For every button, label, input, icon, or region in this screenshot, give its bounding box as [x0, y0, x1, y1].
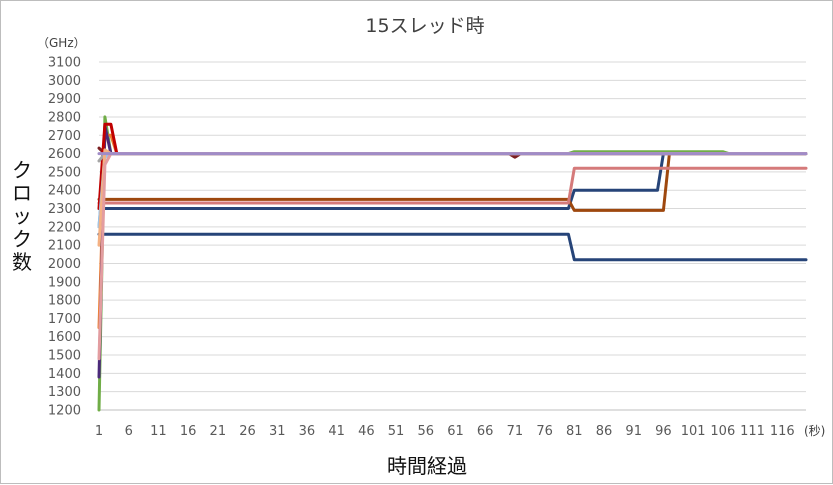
y-unit-label: （GHz） — [37, 36, 86, 50]
y-tick-label: 1300 — [48, 385, 81, 400]
y-tick-label: 3000 — [48, 74, 81, 89]
y-tick-label: 1900 — [48, 275, 81, 290]
x-tick-label: 76 — [536, 424, 553, 439]
y-axis-title-char: ッ — [12, 204, 32, 228]
series-line — [97, 232, 808, 262]
y-tick-label: 2800 — [48, 110, 81, 125]
y-tick-label: 3100 — [48, 56, 81, 71]
x-axis-title: 時間経過 — [387, 454, 467, 478]
y-tick-label: 1600 — [48, 330, 81, 345]
x-tick-label: 51 — [388, 424, 405, 439]
x-tick-label: 66 — [477, 424, 494, 439]
y-tick-label: 2600 — [48, 147, 81, 162]
x-tick-label: 111 — [740, 424, 765, 439]
x-tick-label: 6 — [125, 424, 133, 439]
x-tick-label: 56 — [417, 424, 434, 439]
x-tick-label: 11 — [150, 424, 167, 439]
x-tick-label: 46 — [358, 424, 375, 439]
x-tick-label: 116 — [770, 424, 795, 439]
gridlines — [99, 61, 806, 411]
y-tick-label: 1200 — [48, 404, 81, 419]
x-tick-label: 101 — [681, 424, 706, 439]
x-tick-label: 86 — [596, 424, 613, 439]
series-lines — [97, 115, 808, 412]
x-tick-label: 96 — [655, 424, 672, 439]
x-tick-label: 71 — [507, 424, 524, 439]
y-tick-label: 2900 — [48, 92, 81, 107]
x-unit-label: (秒) — [804, 424, 825, 438]
y-tick-label: 2400 — [48, 184, 81, 199]
y-tick-labels: 1200 1300 1400 1500 1600 1700 1800 1900 2000 2100… — [48, 56, 81, 419]
x-tick-label: 1 — [95, 424, 103, 439]
x-tick-label: 41 — [328, 424, 345, 439]
x-tick-label: 106 — [710, 424, 735, 439]
y-tick-label: 2500 — [48, 165, 81, 180]
y-tick-label: 2300 — [48, 202, 81, 217]
y-tick-label: 1400 — [48, 367, 81, 382]
x-tick-label: 91 — [625, 424, 642, 439]
x-tick-label: 31 — [269, 424, 286, 439]
series-line — [97, 124, 808, 379]
y-tick-label: 2000 — [48, 257, 81, 272]
chart-title: 15スレッド時 — [365, 15, 484, 37]
y-tick-label: 1800 — [48, 294, 81, 309]
x-tick-label: 16 — [180, 424, 197, 439]
x-tick-labels: 1 6 11 16 21 26 31 36 41 46 51 56 61 66 71 76 81 86 91 96 10… — [95, 424, 795, 439]
y-tick-label: 2100 — [48, 239, 81, 254]
y-tick-label: 1500 — [48, 349, 81, 364]
series-line — [97, 152, 808, 361]
y-axis-title-char: ロ — [12, 181, 32, 205]
x-tick-label: 36 — [299, 424, 316, 439]
y-tick-label: 2200 — [48, 220, 81, 235]
y-tick-label: 1700 — [48, 312, 81, 327]
x-tick-label: 81 — [566, 424, 583, 439]
series-line — [97, 166, 808, 205]
y-axis-title-char: ク — [12, 227, 32, 251]
x-tick-label: 21 — [210, 424, 227, 439]
x-tick-label: 26 — [239, 424, 256, 439]
y-axis-title-char: ク — [12, 158, 32, 182]
x-tick-label: 61 — [447, 424, 464, 439]
series-line — [97, 133, 808, 330]
series-line — [97, 148, 808, 247]
y-tick-label: 2700 — [48, 129, 81, 144]
y-axis-title-char: 数 — [12, 250, 32, 274]
series-line — [97, 122, 808, 210]
